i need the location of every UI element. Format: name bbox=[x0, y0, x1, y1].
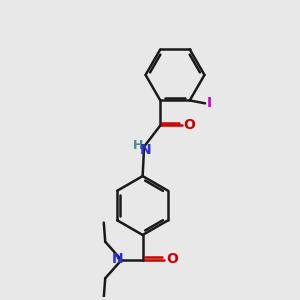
Text: O: O bbox=[166, 252, 178, 266]
Text: I: I bbox=[206, 96, 212, 110]
Text: N: N bbox=[112, 252, 124, 266]
Text: N: N bbox=[140, 142, 152, 157]
Text: O: O bbox=[184, 118, 195, 132]
Text: H: H bbox=[132, 139, 143, 152]
